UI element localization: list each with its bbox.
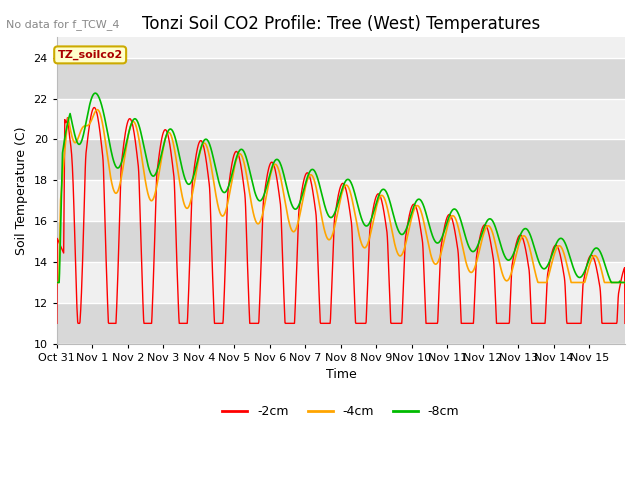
Bar bbox=[57, 303, 625, 344]
Bar bbox=[57, 180, 625, 221]
Legend: -2cm, -4cm, -8cm: -2cm, -4cm, -8cm bbox=[218, 400, 465, 423]
Text: TZ_soilco2: TZ_soilco2 bbox=[58, 50, 123, 60]
X-axis label: Time: Time bbox=[326, 368, 356, 381]
Text: No data for f_TCW_4: No data for f_TCW_4 bbox=[6, 19, 120, 30]
Bar bbox=[57, 58, 625, 98]
Title: Tonzi Soil CO2 Profile: Tree (West) Temperatures: Tonzi Soil CO2 Profile: Tree (West) Temp… bbox=[142, 15, 540, 33]
Bar bbox=[57, 37, 625, 58]
Bar bbox=[57, 140, 625, 180]
Bar bbox=[57, 98, 625, 140]
Bar bbox=[57, 221, 625, 262]
Y-axis label: Soil Temperature (C): Soil Temperature (C) bbox=[15, 126, 28, 255]
Bar bbox=[57, 262, 625, 303]
